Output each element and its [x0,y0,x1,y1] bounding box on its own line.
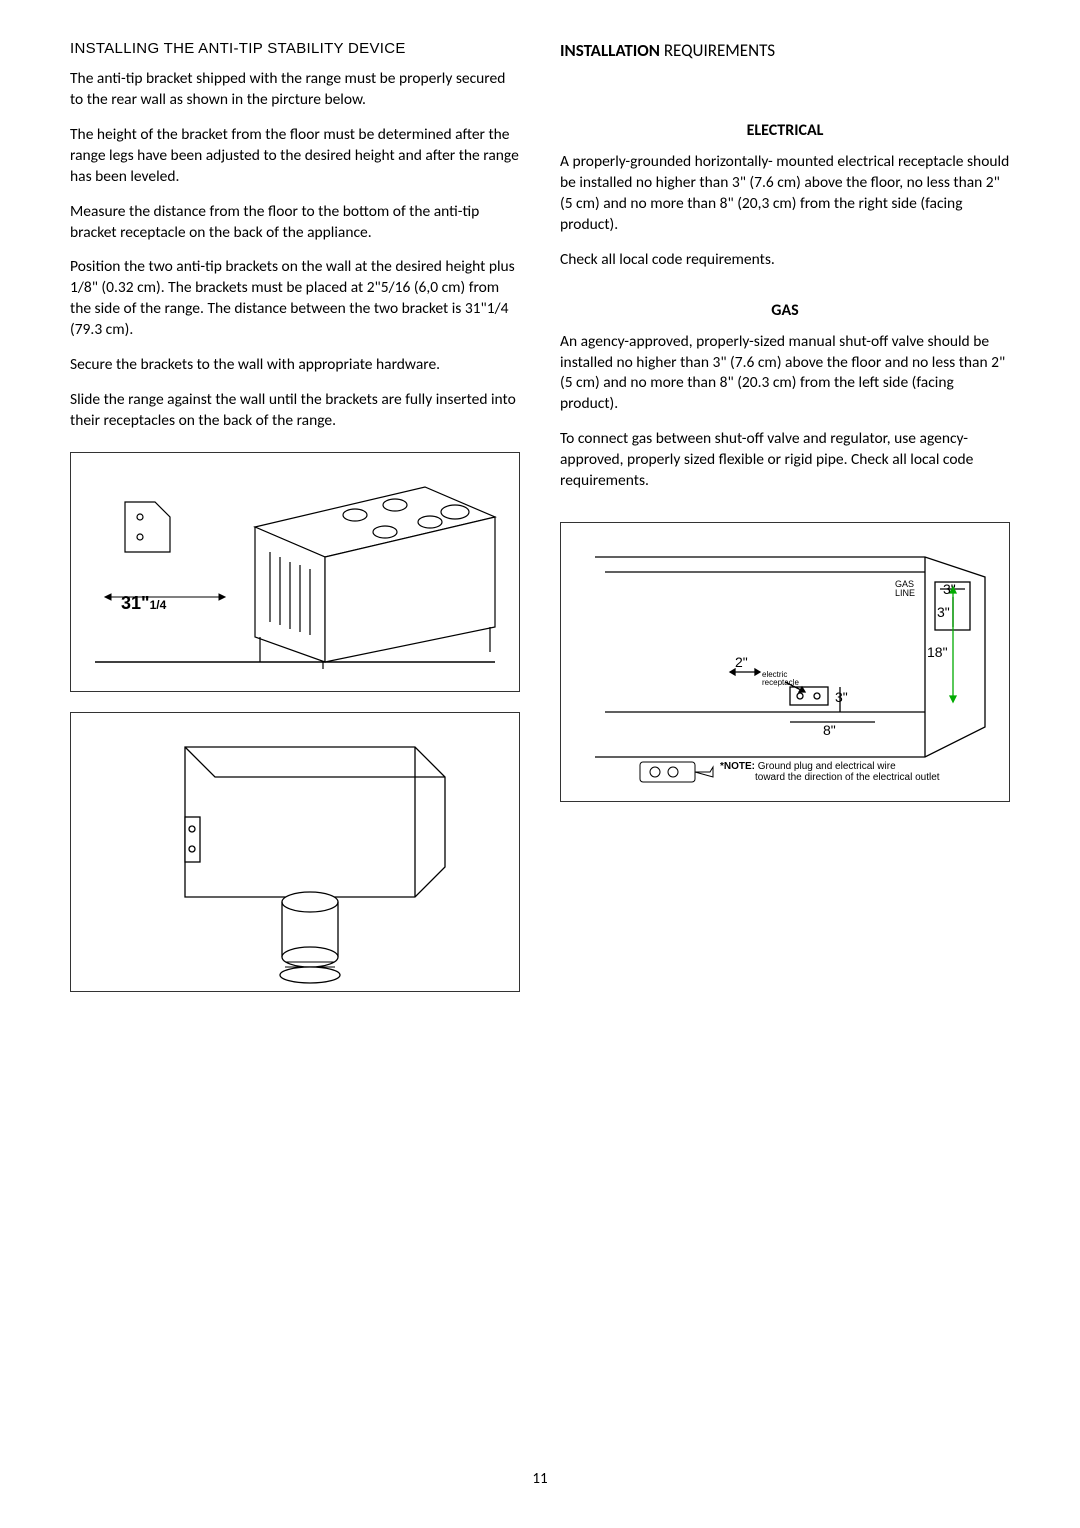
heading-bold: INSTALLATION [560,40,660,61]
gas-p1: An agency-approved, properly-sized manua… [560,332,1010,416]
heading-rest: REQUIREMENTS [660,40,775,61]
elec-recept-label: electricreceptacle [762,670,799,687]
anti-tip-title: INSTALLING THE ANTI-TIP STABILITY DEVICE [70,40,520,57]
dim-8: 8" [823,722,836,738]
anti-tip-p5: Secure the brackets to the wall with app… [70,355,520,376]
electrical-heading: ELECTRICAL [560,121,1010,140]
page-number: 11 [532,1470,547,1488]
note-text: *NOTE: Ground plug and electrical wireto… [720,761,940,783]
figure-range-isometric: 31"1/4 [70,452,520,692]
figure-clearance-diagram: GASLINE 3" 3" 18" 2" electricreceptacle … [560,522,1010,802]
dimension-label: 31"1/4 [121,593,166,614]
dim-frac: 1/4 [150,598,167,612]
figure-range-leg [70,712,520,992]
right-column: INSTALLATION REQUIREMENTS ELECTRICAL A p… [560,40,1010,992]
installation-requirements-heading: INSTALLATION REQUIREMENTS [560,40,1010,61]
anti-tip-p1: The anti-tip bracket shipped with the ra… [70,69,520,111]
dim-3c: 3" [835,689,848,705]
range-leg-svg [85,717,505,987]
gas-heading: GAS [560,301,1010,320]
anti-tip-p2: The height of the bracket from the floor… [70,125,520,188]
gas-p2: To connect gas between shut-off valve an… [560,429,1010,492]
gas-line-label: GASLINE [895,579,915,598]
clearance-svg: GASLINE 3" 3" 18" 2" electricreceptacle … [565,527,1005,797]
dim-3a: 3" [943,581,956,597]
range-isometric-svg [85,457,505,687]
dim-3b: 3" [937,604,950,620]
dim-whole: 31" [121,593,150,613]
anti-tip-p3: Measure the distance from the floor to t… [70,202,520,244]
anti-tip-p6: Slide the range against the wall until t… [70,390,520,432]
electrical-p2: Check all local code requirements. [560,250,1010,271]
left-column: INSTALLING THE ANTI-TIP STABILITY DEVICE… [70,40,520,992]
dim-2: 2" [735,654,748,670]
anti-tip-p4: Position the two anti-tip brackets on th… [70,257,520,341]
electrical-p1: A properly-grounded horizontally- mounte… [560,152,1010,236]
dim-18: 18" [927,644,948,660]
